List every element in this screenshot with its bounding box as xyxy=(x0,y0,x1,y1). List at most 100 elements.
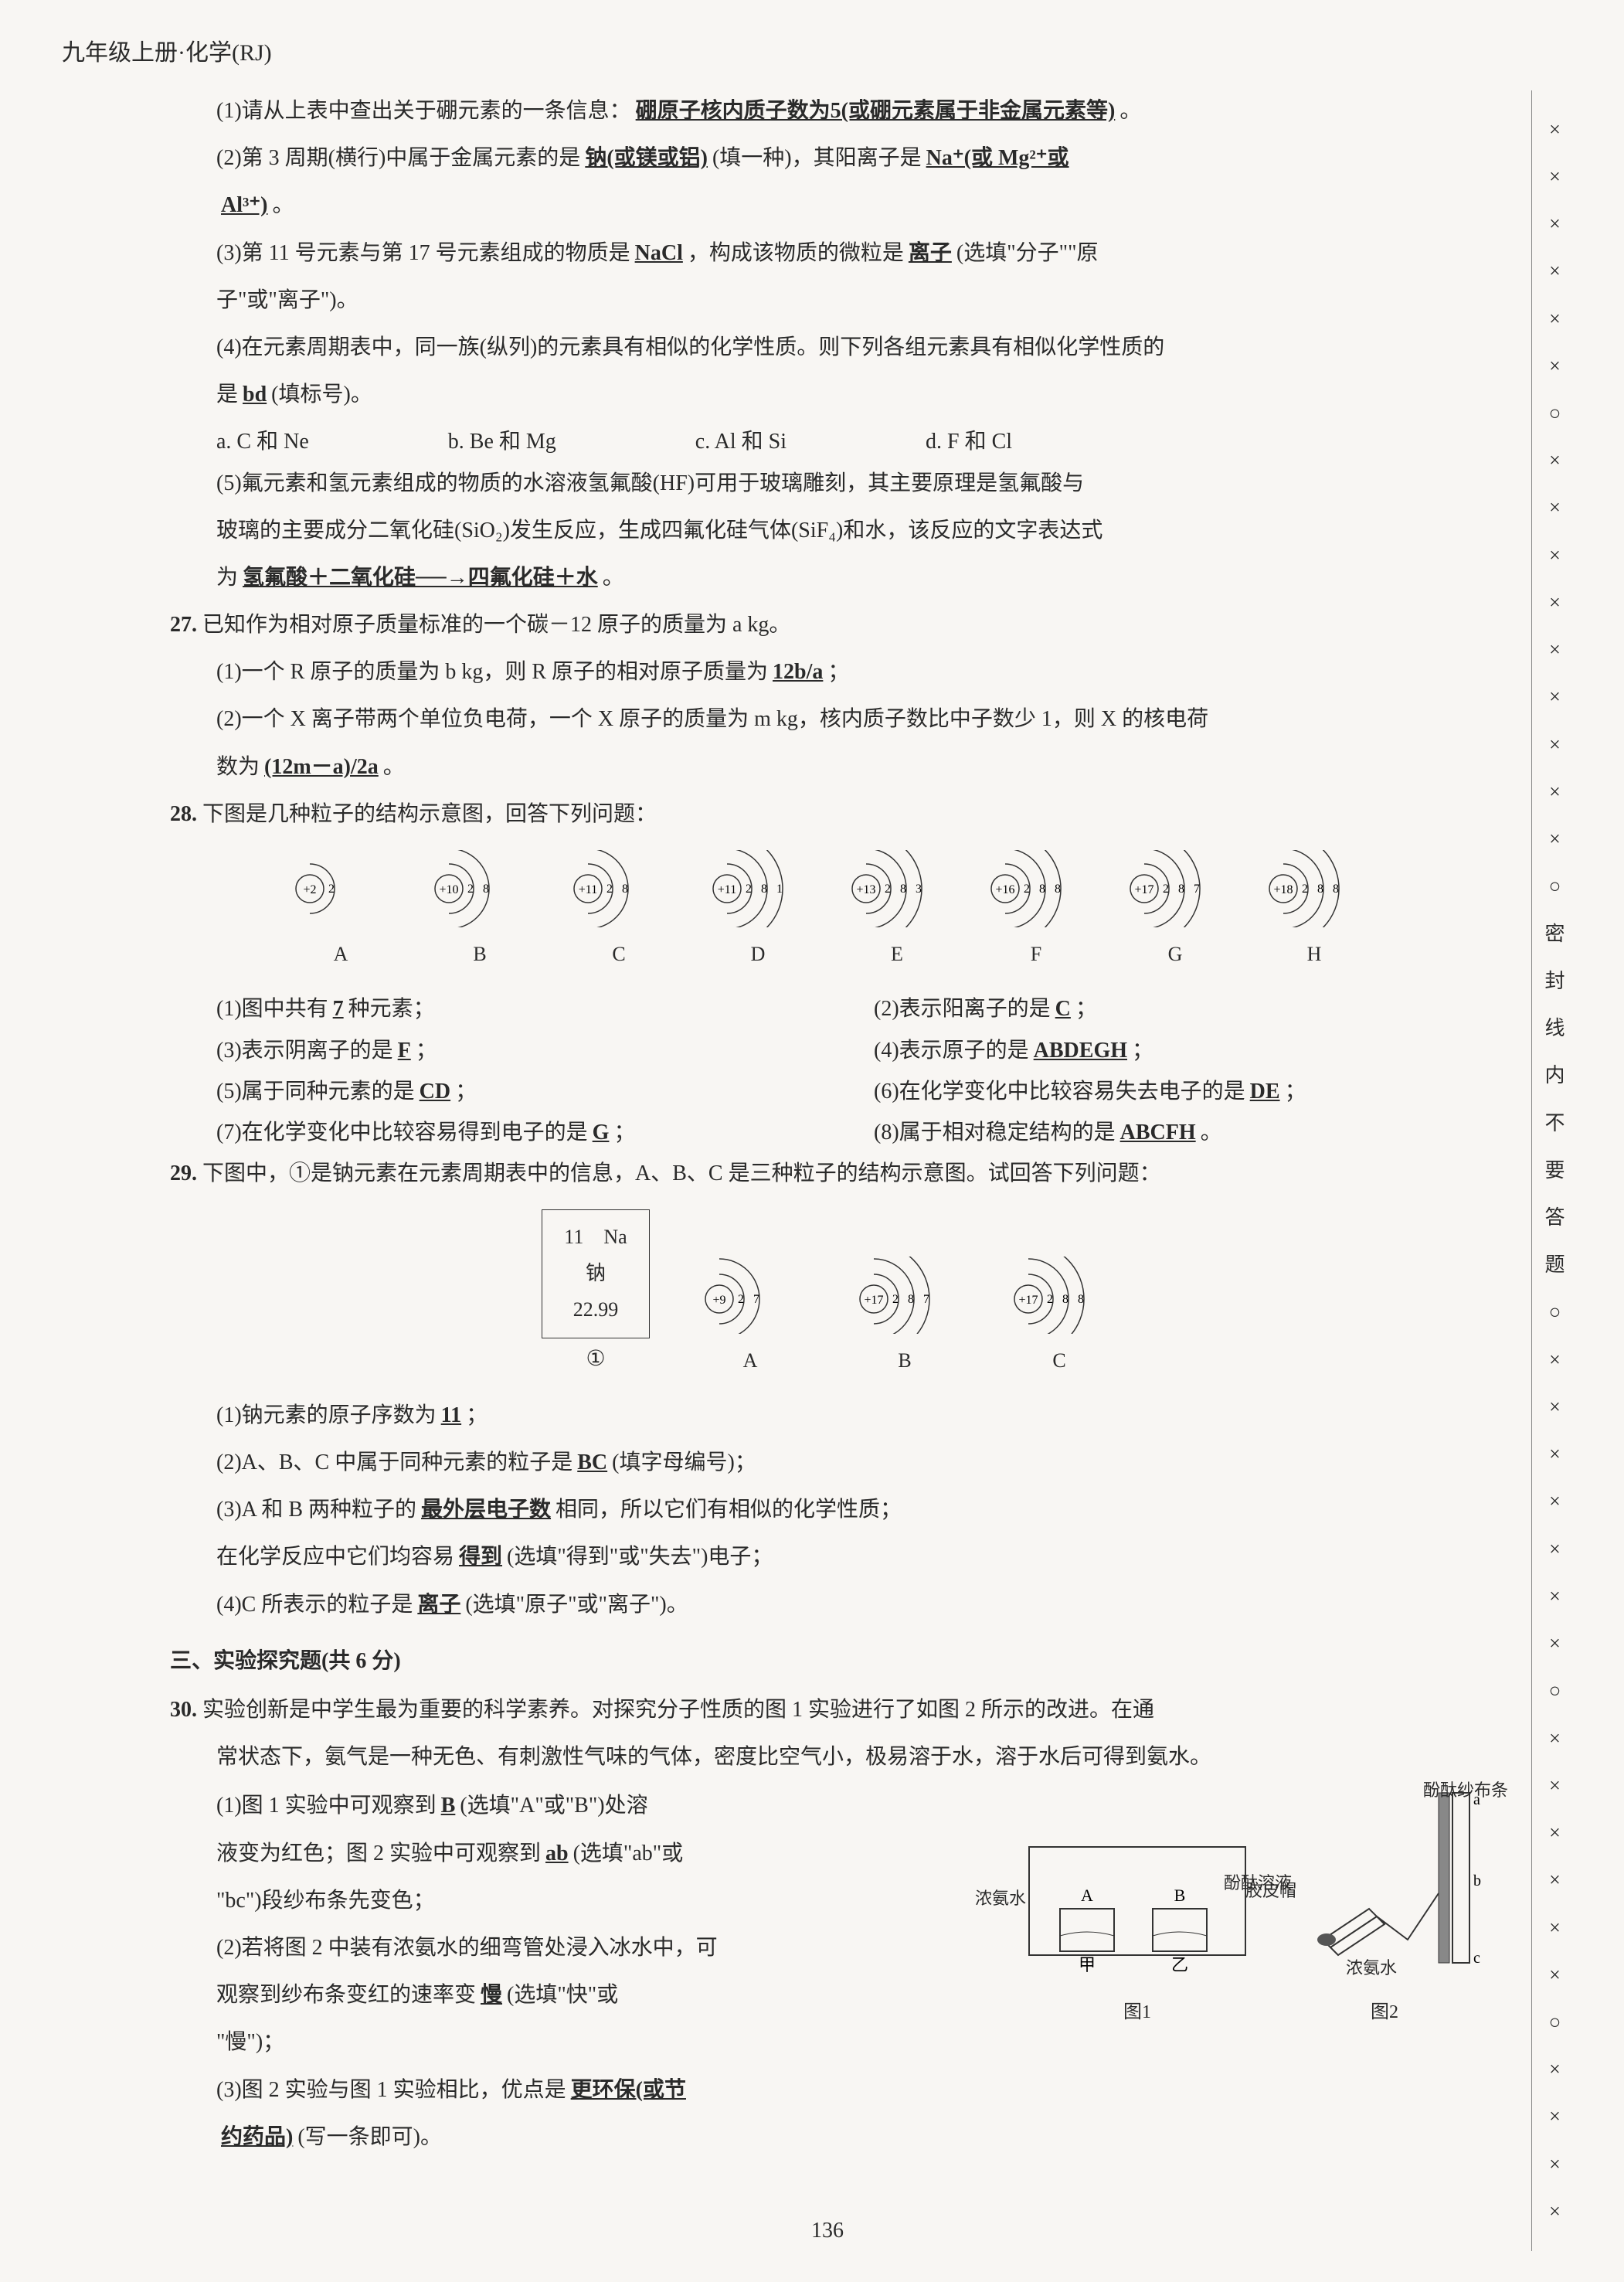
svg-text:3: 3 xyxy=(916,883,922,896)
q27-p2-l2: 数为(12m－a)/2a。 xyxy=(170,746,1485,787)
q27-p2: (2)一个 X 离子带两个单位负电荷，一个 X 原子的质量为 m kg，核内质子… xyxy=(170,699,1485,740)
svg-text:8: 8 xyxy=(900,883,906,896)
element-symbol: Na xyxy=(603,1226,627,1248)
text: (填字母编号)； xyxy=(612,1450,756,1474)
fig1-caption: 图1 xyxy=(1123,1995,1151,2031)
text: 实验创新是中学生最为重要的科学素养。对探究分子性质的图 1 实验进行了如图 2 … xyxy=(202,1698,1154,1722)
text: "慢")； xyxy=(216,2022,990,2063)
margin-mark: × xyxy=(1549,1387,1561,1427)
content-area: (1)请从上表中查出关于硼元素的一条信息：硼原子核内质子数为5(或硼元素属于非金… xyxy=(46,90,1578,2251)
option-b: b. Be 和 Mg xyxy=(448,421,556,462)
margin-mark: × xyxy=(1549,204,1561,244)
margin-mark: × xyxy=(1549,110,1561,150)
atom-diagram: +17287G xyxy=(1121,850,1229,973)
answer: ABCFH xyxy=(1116,1121,1201,1144)
text: ； xyxy=(1075,997,1097,1021)
text: 液变为红色；图 2 实验中可观察到 xyxy=(216,1842,541,1865)
margin-mark: × xyxy=(1549,1576,1561,1617)
q26-p3-l2: 子"或"离子")。 xyxy=(170,280,1485,321)
svg-text:+13: +13 xyxy=(856,883,875,896)
text: ； xyxy=(1285,1080,1306,1104)
answer: 钠(或镁或铝) xyxy=(580,146,712,170)
answer: 硼原子核内质子数为5(或硼元素属于非金属元素等) xyxy=(631,99,1120,123)
margin-mark: ○ xyxy=(1549,1671,1561,1711)
svg-text:2: 2 xyxy=(1302,883,1308,896)
text: (8)属于相对稳定结构的是 xyxy=(874,1121,1116,1144)
text: 在化学反应中它们均容易 xyxy=(216,1545,454,1569)
text: 。 xyxy=(1201,1121,1222,1144)
svg-text:+11: +11 xyxy=(579,883,597,896)
text: (3)图 2 实验与图 1 实验相比，优点是 xyxy=(216,2078,566,2102)
margin-mark: 线 xyxy=(1544,1008,1565,1049)
text: (5)属于同种元素的是 xyxy=(216,1080,415,1104)
svg-text:+18: +18 xyxy=(1273,883,1293,896)
text: (填标号)。 xyxy=(271,383,372,406)
answer: Al³⁺) xyxy=(216,193,273,217)
text: 种元素； xyxy=(348,997,435,1021)
svg-text:8: 8 xyxy=(1062,1293,1069,1306)
text: (1)图 1 实验中可观察到 xyxy=(216,1794,437,1818)
text: ； xyxy=(455,1080,477,1104)
q30-figures: A B 甲 乙 浓氨水 酚酞溶液 图1 a xyxy=(1021,1785,1485,2031)
answer: 7 xyxy=(328,997,348,1021)
margin-mark: × xyxy=(1549,1529,1561,1570)
margin-mark: 答 xyxy=(1544,1198,1565,1238)
svg-text:8: 8 xyxy=(1178,883,1184,896)
margin-mark: 内 xyxy=(1544,1056,1565,1096)
text: (选填"ab"或 xyxy=(573,1842,684,1865)
margin-mark: × xyxy=(1549,1766,1561,1806)
margin-mark: × xyxy=(1549,1719,1561,1759)
atom-diagram: +927A xyxy=(696,1257,804,1379)
margin-mark: × xyxy=(1549,440,1561,481)
margin-mark: × xyxy=(1549,772,1561,812)
option-a: a. C 和 Ne xyxy=(216,421,309,462)
fig2-bottom-label: 浓氨水 xyxy=(1346,1952,1397,1984)
margin-mark: × xyxy=(1549,2144,1561,2185)
svg-text:8: 8 xyxy=(1039,883,1045,896)
fig2-caption: 图2 xyxy=(1371,1995,1398,2031)
text: (2)A、B、C 中属于同种元素的粒子是 xyxy=(216,1450,572,1474)
page-header: 九年级上册·化学(RJ) xyxy=(46,31,1578,75)
margin-mark: ○ xyxy=(1549,2002,1561,2042)
q26-p4-l2: 是bd(填标号)。 xyxy=(170,374,1485,415)
answer: 得到 xyxy=(454,1545,507,1569)
text: (4)C 所表示的粒子是 xyxy=(216,1593,413,1617)
margin-mark: × xyxy=(1549,2192,1561,2232)
text: (选填"原子"或"离子")。 xyxy=(465,1593,688,1617)
q26-p5-l2: 玻璃的主要成分二氧化硅(SiO₂)发生反应，生成四氟化硅气体(SiF₄)和水，该… xyxy=(170,510,1485,551)
margin-mark: × xyxy=(1549,677,1561,717)
margin-mark: 密 xyxy=(1544,914,1565,954)
text: (2)若将图 2 中装有浓氨水的细弯管处浸入冰水中，可 xyxy=(216,1927,990,1968)
text: (3)A 和 B 两种粒子的 xyxy=(216,1498,416,1522)
element-name: 钠 xyxy=(552,1256,640,1292)
element-box: 11 Na 钠 22.99 xyxy=(542,1209,650,1338)
text: 已知作为相对原子质量标准的一个碳－12 原子的质量为 a kg。 xyxy=(202,613,790,637)
margin-mark: × xyxy=(1549,1955,1561,1995)
margin-mark: 题 xyxy=(1544,1245,1565,1285)
q26-p2: (2)第 3 周期(横行)中属于金属元素的是钠(或镁或铝)(填一种)，其阳离子是… xyxy=(170,138,1485,179)
atom-diagram: +17288C xyxy=(1005,1257,1113,1379)
text: (选填"A"或"B")处溶 xyxy=(460,1794,647,1818)
text: (2)表示阳离子的是 xyxy=(874,997,1051,1021)
margin-mark: × xyxy=(1549,1908,1561,1948)
text: (1)一个 R 原子的质量为 b kg，则 R 原子的相对原子质量为 xyxy=(216,660,768,684)
svg-text:7: 7 xyxy=(753,1293,759,1306)
question-number: 27. xyxy=(170,613,197,637)
text: 观察到纱布条变红的速率变 xyxy=(216,1983,476,2007)
margin-mark: 封 xyxy=(1544,961,1565,1002)
margin-mark: × xyxy=(1549,1481,1561,1522)
answer: Na⁺(或 Mg²⁺或 xyxy=(922,146,1074,170)
q26-p1: (1)请从上表中查出关于硼元素的一条信息：硼原子核内质子数为5(或硼元素属于非金… xyxy=(170,90,1485,131)
atom-diagram: +1128C xyxy=(565,850,673,973)
text: (3)表示阴离子的是 xyxy=(216,1039,393,1063)
svg-text:+2: +2 xyxy=(303,883,316,896)
q29-p2: (2)A、B、C 中属于同种元素的粒子是BC(填字母编号)； xyxy=(170,1442,1485,1483)
q29-p3: (3)A 和 B 两种粒子的最外层电子数相同，所以它们有相似的化学性质； xyxy=(170,1489,1485,1530)
margin-mark: × xyxy=(1549,1624,1561,1664)
text: 。 xyxy=(273,193,294,217)
fig1-svg: A B 甲 乙 xyxy=(1021,1816,1253,1986)
q26-p5-l3: 为氢氟酸＋二氧化硅──→四氟化硅＋水。 xyxy=(170,557,1485,598)
margin-mark: 不 xyxy=(1544,1104,1565,1144)
text: (2)第 3 周期(横行)中属于金属元素的是 xyxy=(216,146,580,170)
fig1-label-yi: 乙 xyxy=(1171,1955,1188,1974)
